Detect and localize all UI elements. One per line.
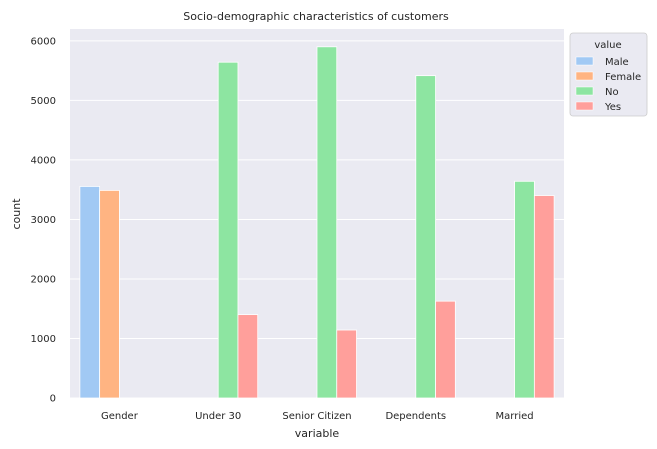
legend-label: Male <box>605 57 629 68</box>
y-tick-labels: 0 1000 2000 3000 4000 5000 6000 <box>31 36 56 404</box>
legend-title: value <box>594 40 621 51</box>
bar <box>336 329 357 399</box>
legend-swatch <box>575 86 594 96</box>
bar <box>415 75 436 399</box>
x-tick-label: Under 30 <box>195 411 241 422</box>
x-tick-label: Dependents <box>385 411 446 422</box>
y-tick-label: 1000 <box>31 334 56 345</box>
y-tick-label: 6000 <box>31 36 56 47</box>
bar <box>237 314 259 399</box>
bar <box>316 46 338 399</box>
y-tick-label: 0 <box>50 394 56 405</box>
legend-label: Female <box>605 72 641 83</box>
x-axis-label: variable <box>295 427 340 440</box>
y-tick-label: 3000 <box>31 215 56 226</box>
legend-label: No <box>605 87 619 98</box>
legend-swatch <box>575 71 594 81</box>
x-tick-labels: Gender Under 30 Senior Citizen Dependents Ma… <box>101 411 534 422</box>
x-tick-label: Gender <box>101 411 139 422</box>
x-tick-label: Married <box>496 411 534 422</box>
y-tick-label: 2000 <box>31 274 56 285</box>
x-tick-label: Senior Citizen <box>282 411 351 422</box>
bar <box>79 186 101 399</box>
y-axis-label: count <box>10 198 23 230</box>
y-tick-label: 5000 <box>31 96 56 107</box>
chart-title: Socio-demographic characteristics of cus… <box>183 10 449 23</box>
legend-label: Yes <box>604 102 621 113</box>
bar <box>533 195 555 399</box>
legend-swatch <box>575 56 594 66</box>
y-tick-label: 4000 <box>31 155 56 166</box>
bars <box>79 46 555 399</box>
legend: value Male Female No Yes <box>569 32 648 117</box>
bar <box>435 300 456 399</box>
bar <box>514 180 535 399</box>
bar <box>99 190 120 399</box>
bar <box>217 61 239 399</box>
legend-items: Male Female No Yes <box>575 56 641 113</box>
legend-swatch <box>575 101 594 111</box>
